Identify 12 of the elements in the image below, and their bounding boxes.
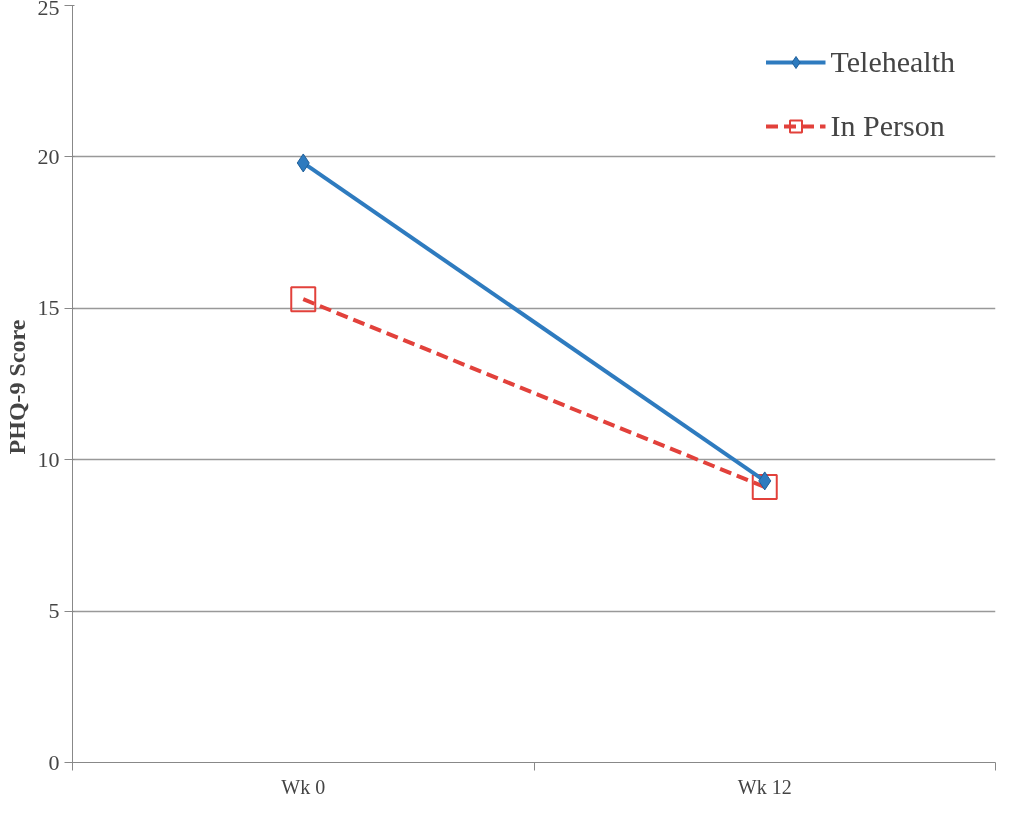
y-tick-label: 15: [37, 295, 60, 321]
y-tick-label: 5: [48, 598, 60, 624]
y-axis-title: PHQ-9 Score: [3, 319, 30, 455]
legend-label: In Person: [830, 109, 945, 143]
x-tick-label: Wk 0: [281, 775, 326, 798]
x-tick-label: Wk 12: [737, 775, 792, 798]
y-tick-label: 0: [48, 749, 60, 775]
legend-label: Telehealth: [830, 45, 955, 79]
y-tick-label: 20: [37, 143, 60, 169]
point: [290, 286, 317, 313]
y-tick-label: 25: [37, 0, 60, 20]
y-tick-label: 10: [37, 446, 60, 472]
